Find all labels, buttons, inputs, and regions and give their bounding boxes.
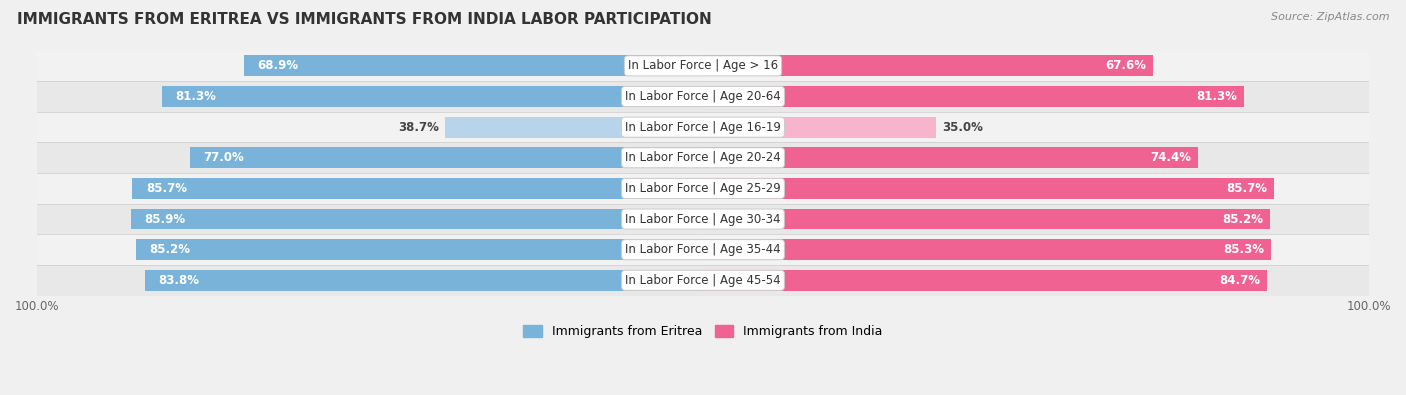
Text: In Labor Force | Age 45-54: In Labor Force | Age 45-54 (626, 274, 780, 287)
Text: 81.3%: 81.3% (1197, 90, 1237, 103)
Bar (37, 234, 1369, 265)
Bar (37, 173, 1369, 204)
Bar (703, 86, 1244, 107)
Text: In Labor Force | Age 25-29: In Labor Force | Age 25-29 (626, 182, 780, 195)
Bar (37, 81, 1369, 112)
Bar (703, 147, 1198, 168)
Bar (703, 270, 1267, 291)
Text: 85.2%: 85.2% (149, 243, 190, 256)
Text: In Labor Force | Age 20-64: In Labor Force | Age 20-64 (626, 90, 780, 103)
Text: 38.7%: 38.7% (398, 120, 439, 134)
Bar (37, 51, 1369, 81)
Text: 83.8%: 83.8% (159, 274, 200, 287)
Bar (703, 178, 1274, 199)
Bar (162, 86, 703, 107)
Bar (37, 112, 1369, 143)
Text: 85.7%: 85.7% (146, 182, 187, 195)
Text: 81.3%: 81.3% (176, 90, 217, 103)
Bar (245, 55, 703, 76)
Text: In Labor Force | Age 20-24: In Labor Force | Age 20-24 (626, 151, 780, 164)
Text: 68.9%: 68.9% (257, 59, 298, 72)
Bar (37, 143, 1369, 173)
Bar (703, 239, 1271, 260)
Bar (703, 55, 1153, 76)
Text: 84.7%: 84.7% (1219, 274, 1260, 287)
Text: 85.7%: 85.7% (1226, 182, 1267, 195)
Bar (37, 265, 1369, 295)
Bar (190, 147, 703, 168)
Bar (37, 204, 1369, 234)
Bar (703, 209, 1270, 229)
Text: 77.0%: 77.0% (204, 151, 245, 164)
Text: In Labor Force | Age 30-34: In Labor Force | Age 30-34 (626, 213, 780, 226)
Text: 74.4%: 74.4% (1150, 151, 1192, 164)
Legend: Immigrants from Eritrea, Immigrants from India: Immigrants from Eritrea, Immigrants from… (519, 320, 887, 343)
Text: In Labor Force | Age 35-44: In Labor Force | Age 35-44 (626, 243, 780, 256)
Bar (131, 209, 703, 229)
Text: 35.0%: 35.0% (942, 120, 984, 134)
Text: 85.3%: 85.3% (1223, 243, 1264, 256)
Bar (145, 270, 703, 291)
Text: In Labor Force | Age 16-19: In Labor Force | Age 16-19 (626, 120, 780, 134)
Text: 67.6%: 67.6% (1105, 59, 1146, 72)
Text: 85.2%: 85.2% (1223, 213, 1264, 226)
Bar (703, 117, 936, 137)
Text: IMMIGRANTS FROM ERITREA VS IMMIGRANTS FROM INDIA LABOR PARTICIPATION: IMMIGRANTS FROM ERITREA VS IMMIGRANTS FR… (17, 12, 711, 27)
Bar (136, 239, 703, 260)
Text: Source: ZipAtlas.com: Source: ZipAtlas.com (1271, 12, 1389, 22)
Bar (446, 117, 703, 137)
Text: In Labor Force | Age > 16: In Labor Force | Age > 16 (628, 59, 778, 72)
Bar (132, 178, 703, 199)
Text: 85.9%: 85.9% (145, 213, 186, 226)
